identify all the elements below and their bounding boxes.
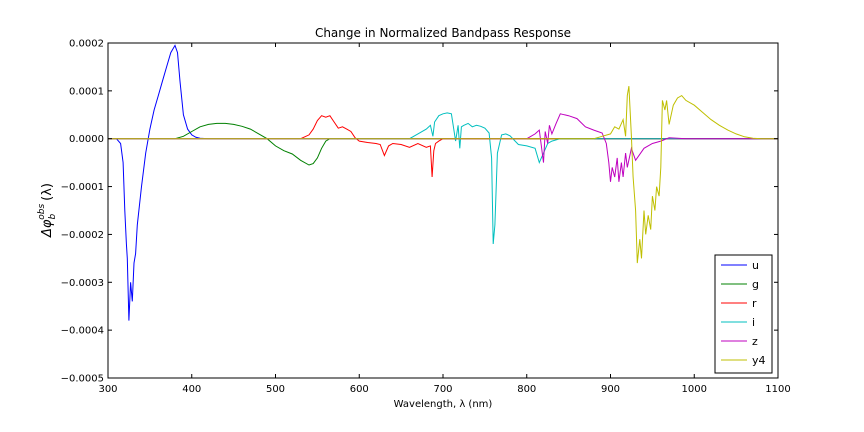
- y-label-main: Δφ: [40, 219, 55, 238]
- x-tick-label: 800: [517, 384, 536, 395]
- legend-label-g: g: [752, 278, 759, 291]
- legend-label-u: u: [752, 259, 759, 272]
- x-tick-label: 400: [182, 384, 201, 395]
- y-tick-label: 0.0001: [69, 86, 104, 97]
- y-tick-label: −0.0003: [61, 278, 104, 289]
- series-lines: [108, 44, 778, 321]
- svg-text:Δφbobs(λ): Δφbobs (λ): [37, 183, 58, 238]
- x-axis-label: Wavelength, λ (nm): [394, 399, 493, 410]
- x-tick-label: 600: [350, 384, 369, 395]
- y-label-tail: (λ): [40, 183, 55, 201]
- y-tick-label: −0.0001: [61, 182, 104, 193]
- y-tick-label: −0.0004: [61, 326, 104, 337]
- y-tick-label: 0.0002: [69, 39, 104, 50]
- x-tick-label: 1100: [765, 384, 790, 395]
- legend-box: [714, 254, 773, 374]
- chart-title: Change in Normalized Bandpass Response: [315, 26, 571, 40]
- y-tick-label: 0.0000: [69, 134, 104, 145]
- legend-label-z: z: [752, 335, 758, 348]
- series-line-u: [108, 44, 778, 321]
- x-tick-label: 500: [266, 384, 285, 395]
- series-line-z: [108, 113, 778, 182]
- plot-area: [108, 43, 778, 378]
- y-tick-label: −0.0002: [61, 230, 104, 241]
- y-tick-label: −0.0005: [61, 374, 104, 385]
- y-axis-label: Δφbobs (λ): [37, 183, 58, 238]
- series-line-r: [108, 115, 778, 178]
- x-tick-label: 1000: [682, 384, 707, 395]
- legend-label-r: r: [752, 297, 757, 310]
- x-tick-label: 300: [98, 384, 117, 395]
- legend-label-y4: y4: [752, 354, 766, 367]
- series-line-y4: [108, 86, 778, 264]
- y-label-sup: obs: [37, 204, 47, 220]
- x-tick-label: 700: [433, 384, 452, 395]
- y-label-sub: b: [48, 214, 58, 220]
- legend-label-i: i: [752, 316, 755, 329]
- axes: 300 400 500 600 700 800 900 1000 1100 −0.0005 −0.0…: [61, 39, 791, 396]
- plot-background: [108, 43, 778, 378]
- x-tick-label: 900: [601, 384, 620, 395]
- series-line-i: [108, 112, 778, 245]
